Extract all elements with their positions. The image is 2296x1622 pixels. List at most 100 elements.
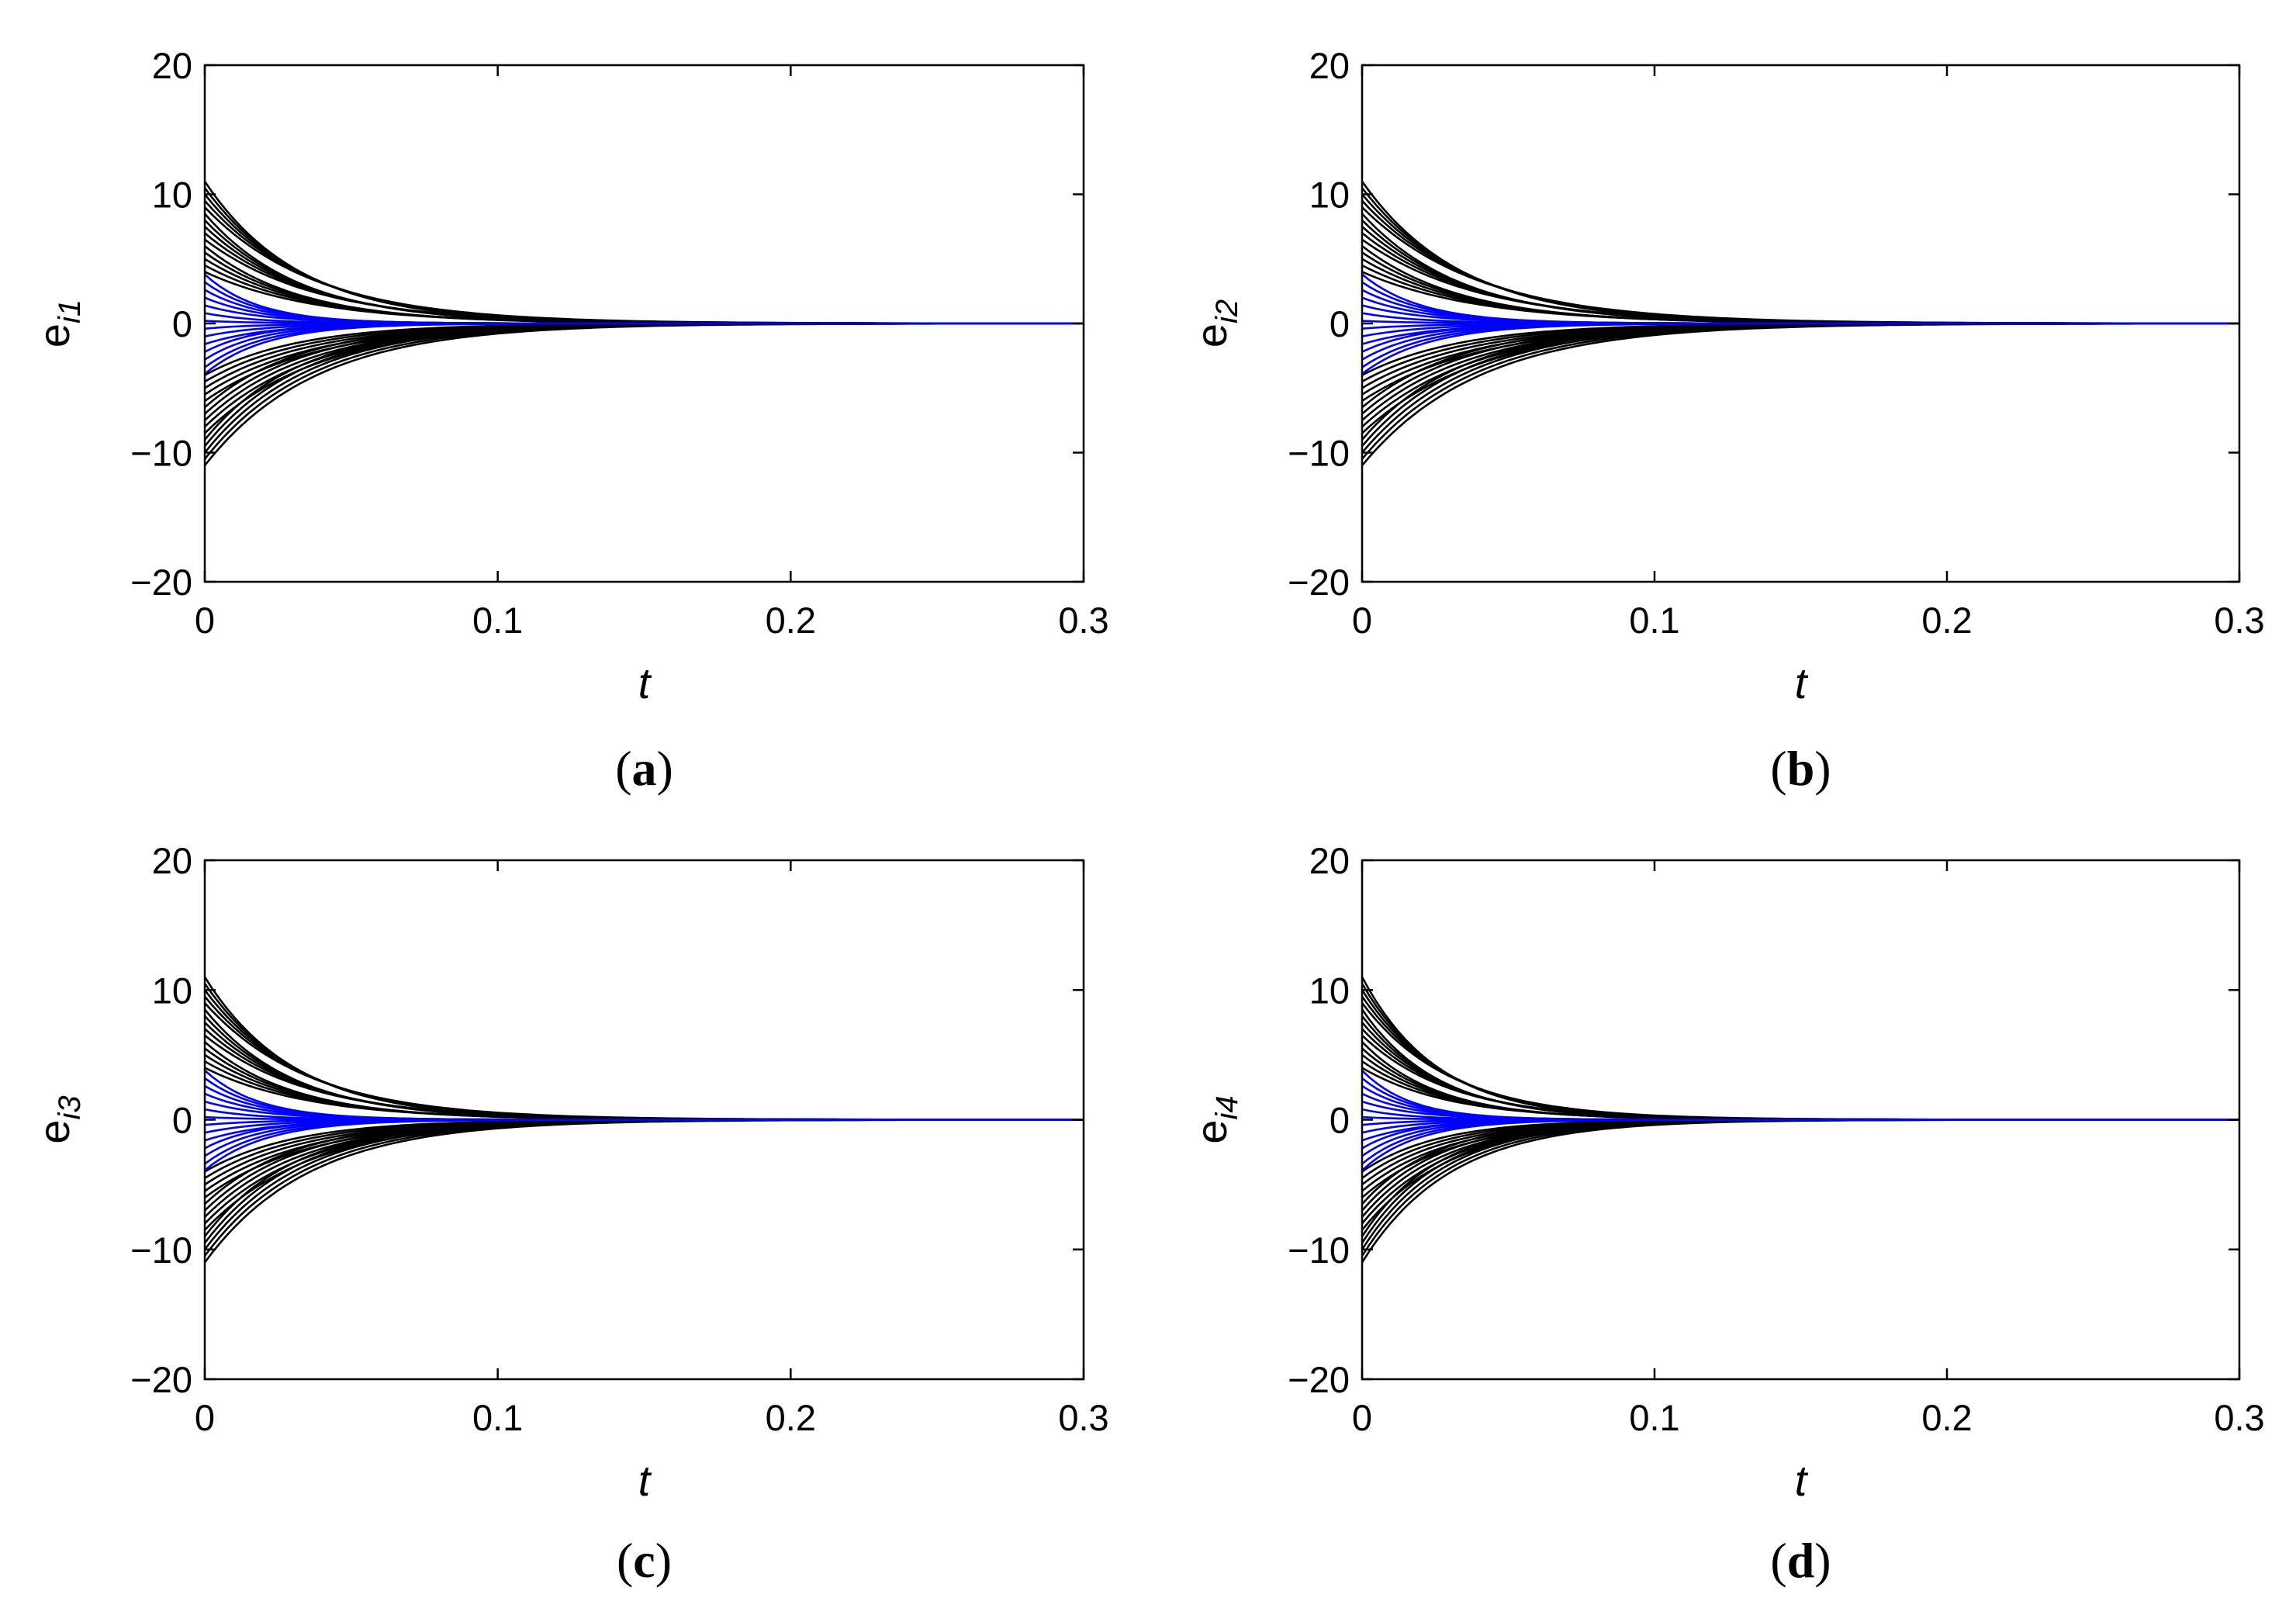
series-0-line bbox=[1362, 1060, 2239, 1121]
series-0-line bbox=[1362, 1015, 2239, 1121]
series-1-line bbox=[205, 1119, 1084, 1171]
caption-close: ) bbox=[655, 1533, 672, 1588]
caption-letter: a bbox=[632, 741, 657, 796]
series-0-line bbox=[1362, 271, 2239, 325]
x-tick-label: 0.1 bbox=[1629, 1397, 1679, 1438]
y-axis-label-sub: i3 bbox=[53, 1095, 87, 1119]
panel-caption: (c) bbox=[617, 1533, 672, 1588]
y-tick-label: −20 bbox=[1288, 562, 1350, 603]
y-tick-label: −10 bbox=[130, 433, 192, 474]
series-0-line bbox=[1362, 232, 2239, 325]
traces bbox=[205, 181, 1084, 466]
x-tick-label: 0.3 bbox=[2214, 600, 2264, 641]
series-0-line bbox=[205, 245, 1084, 325]
x-tick-label: 0.1 bbox=[472, 600, 523, 641]
series-1-line bbox=[205, 1092, 1084, 1121]
series-1 bbox=[1362, 273, 2239, 375]
series-0-line bbox=[1362, 1008, 2239, 1121]
y-tick-label: 0 bbox=[1330, 1100, 1350, 1141]
x-tick-label: 0 bbox=[1352, 600, 1372, 641]
x-tick-label: 0 bbox=[1352, 1397, 1372, 1438]
series-1-line bbox=[205, 1077, 1084, 1121]
y-axis-label-sub: i4 bbox=[1210, 1095, 1244, 1119]
series-0-line bbox=[205, 1041, 1084, 1121]
series-1-line bbox=[205, 322, 1084, 375]
y-axis-label-sub: i1 bbox=[53, 299, 87, 323]
series-0-line bbox=[205, 1119, 1084, 1257]
series-1-line bbox=[1362, 273, 2239, 325]
series-0-line bbox=[205, 976, 1084, 1121]
series-0-line bbox=[205, 187, 1084, 325]
x-tick-label: 0.2 bbox=[766, 1397, 816, 1438]
y-tick-label: 10 bbox=[152, 175, 192, 216]
y-tick-label: 20 bbox=[1309, 45, 1350, 86]
series-1 bbox=[1362, 1069, 2239, 1171]
y-tick-label: 0 bbox=[172, 303, 192, 344]
caption-open: ( bbox=[617, 1533, 633, 1588]
caption-close: ) bbox=[1814, 1533, 1831, 1588]
series-0-line bbox=[205, 238, 1084, 325]
y-axis-label: ei1 bbox=[29, 299, 87, 348]
y-tick-label: 10 bbox=[152, 970, 192, 1011]
series-1 bbox=[205, 1069, 1084, 1171]
y-tick-label: −20 bbox=[130, 562, 192, 603]
x-tick-label: 0.2 bbox=[1921, 1397, 1972, 1438]
series-0-line bbox=[1362, 322, 2239, 441]
x-axis-label: t bbox=[1795, 659, 1809, 707]
series-0-line bbox=[205, 322, 1084, 454]
series-1-line bbox=[205, 296, 1084, 325]
series-0-line bbox=[205, 322, 1084, 434]
y-tick-label: −20 bbox=[130, 1359, 192, 1400]
y-axis-label-main: e bbox=[29, 1119, 78, 1143]
series-0-line bbox=[205, 1047, 1084, 1121]
series-0-line bbox=[1362, 238, 2239, 325]
y-axis-label-sub: i2 bbox=[1210, 299, 1244, 323]
series-0-line bbox=[1362, 219, 2239, 325]
x-tick-label: 0.3 bbox=[1058, 1397, 1108, 1438]
y-axis-label-main: e bbox=[1187, 323, 1236, 348]
x-axis-label: t bbox=[638, 659, 652, 707]
x-tick-label: 0.3 bbox=[1058, 600, 1108, 641]
series-0-line bbox=[205, 226, 1084, 325]
y-tick-label: 10 bbox=[1309, 970, 1350, 1011]
panel-caption: (b) bbox=[1770, 741, 1831, 796]
y-axis-label: ei2 bbox=[1187, 299, 1244, 348]
series-0-line bbox=[1362, 976, 2239, 1121]
x-tick-label: 0.2 bbox=[1921, 600, 1972, 641]
y-axis-label: ei3 bbox=[29, 1095, 87, 1143]
traces bbox=[205, 976, 1084, 1264]
traces bbox=[1362, 181, 2239, 466]
series-0-line bbox=[205, 232, 1084, 325]
series-0-line bbox=[1362, 1002, 2239, 1121]
x-tick-label: 0 bbox=[195, 600, 215, 641]
y-axis-label-main: e bbox=[29, 323, 78, 348]
series-0-line bbox=[205, 181, 1084, 325]
panel-caption: (d) bbox=[1770, 1533, 1831, 1588]
caption-letter: b bbox=[1787, 741, 1815, 796]
series-0-line bbox=[205, 983, 1084, 1121]
caption-close: ) bbox=[1814, 741, 1831, 796]
x-tick-label: 0.1 bbox=[1629, 600, 1679, 641]
traces bbox=[1362, 976, 2239, 1264]
y-tick-label: −10 bbox=[130, 1229, 192, 1271]
series-0-line bbox=[205, 1028, 1084, 1121]
series-0-line bbox=[205, 1060, 1084, 1121]
y-tick-label: 20 bbox=[1309, 840, 1350, 881]
caption-open: ( bbox=[1770, 1533, 1786, 1588]
series-0-line bbox=[1362, 251, 2239, 325]
y-tick-label: 0 bbox=[1330, 303, 1350, 344]
caption-open: ( bbox=[1770, 741, 1786, 796]
x-tick-label: 0.2 bbox=[766, 600, 816, 641]
series-0-line bbox=[205, 1119, 1084, 1225]
series-0-line bbox=[205, 264, 1084, 325]
x-tick-label: 0.1 bbox=[472, 1397, 523, 1438]
series-1-line bbox=[1362, 1100, 2239, 1121]
panel-caption: (a) bbox=[615, 741, 673, 796]
caption-open: ( bbox=[615, 741, 631, 796]
x-tick-label: 0 bbox=[195, 1397, 215, 1438]
